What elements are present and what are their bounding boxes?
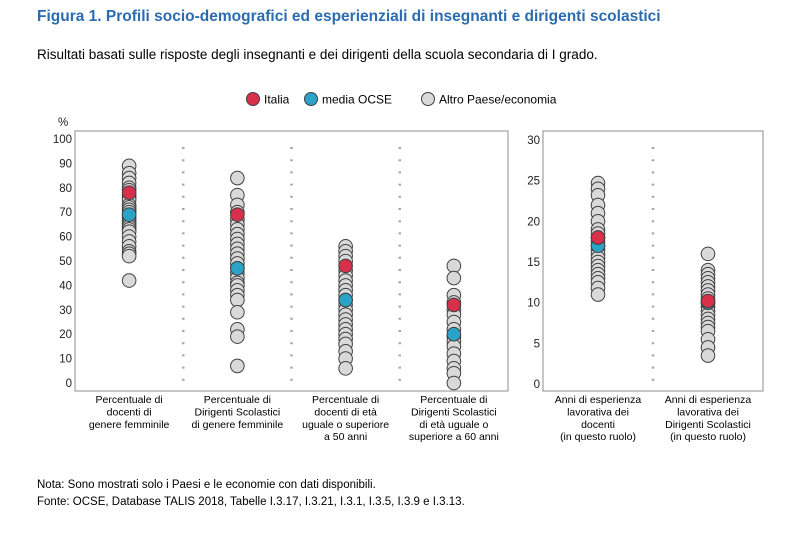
data-point-italia (446, 297, 462, 313)
data-point-altro (121, 273, 137, 288)
data-point-ocse (338, 292, 353, 308)
category-label-line: genere femminile (89, 419, 170, 431)
data-point-altro (230, 170, 245, 186)
category-label-line: di genere femminile (192, 419, 284, 431)
category-label-line: (in questo ruolo) (560, 431, 636, 443)
data-point-altro (700, 348, 716, 363)
y-tick-label: 70 (59, 207, 72, 219)
y-tick-label: 0 (534, 379, 540, 391)
y-tick-label: 10 (59, 354, 72, 366)
data-point-altro (446, 375, 462, 391)
data-point-italia (230, 207, 245, 222)
y-tick-label: 30 (59, 305, 72, 317)
category-label: Anni di esperienza lavorativa dei Dirigent… (665, 394, 752, 443)
legend-label-ocse: media OCSE (322, 93, 392, 107)
y-tick-label: 50 (59, 256, 72, 268)
category-label-line: Percentuale di (420, 394, 487, 406)
data-point-altro (230, 358, 245, 374)
category-label: Anni di esperienza lavorativa dei docenti(… (555, 394, 642, 443)
data-point-ocse (230, 261, 245, 276)
data-point-altro (590, 287, 606, 302)
data-point-italia (700, 293, 716, 309)
source-text: Fonte: OCSE, Database TALIS 2018, Tabell… (37, 496, 465, 508)
category-label: Percentuale di Dirigenti Scolastici di gen… (192, 394, 284, 431)
data-point-altro (230, 292, 245, 308)
figure-title: Figura 1. Profili socio-demografici ed e… (37, 8, 661, 25)
category-label: Percentuale di Dirigenti Scolastici di età… (409, 394, 499, 443)
category-label-line: (in questo ruolo) (670, 431, 746, 443)
y-tick-label: 10 (527, 298, 540, 310)
chart-legend: Italia media OCSE Altro Paese/economia (246, 92, 557, 107)
category-label-line: Percentuale di (96, 394, 163, 406)
category-label-line: lavorativa dei (567, 406, 629, 418)
y-tick-label: 100 (53, 134, 72, 146)
category-label-line: a 50 anni (324, 431, 367, 443)
data-point-ocse (446, 326, 462, 342)
data-point-altro (446, 258, 462, 274)
category-label-line: uguale o superiore (302, 419, 389, 431)
y-tick-label: 25 (527, 176, 540, 188)
legend-marker-ocse (304, 92, 318, 106)
y-tick-label: 90 (59, 158, 72, 170)
category-label-line: Percentuale di (312, 394, 379, 406)
legend-marker-altro (421, 92, 435, 106)
y-tick-label: 15 (527, 257, 540, 269)
y-tick-label: 20 (527, 216, 540, 228)
category-label-line: Anni di esperienza (555, 394, 642, 406)
y-tick-label: 40 (59, 280, 72, 292)
category-label-line: docenti di (107, 406, 152, 418)
y-tick-label: 60 (59, 232, 72, 244)
plot-frame (542, 130, 764, 392)
data-point-italia (590, 230, 606, 245)
figure-subtitle: Risultati basati sulle risposte degli in… (37, 47, 598, 62)
data-point-altro (230, 329, 245, 344)
legend-marker-italia (246, 92, 260, 106)
legend-label-italia: Italia (264, 93, 290, 107)
y-tick-label: 0 (66, 378, 72, 390)
category-label-line: Anni di esperienza (665, 394, 752, 406)
data-point-ocse (121, 207, 137, 222)
category-label-line: lavorativa dei (677, 406, 739, 418)
y-tick-label: 5 (534, 338, 540, 350)
category-label-line: Dirigenti Scolastici (194, 406, 280, 418)
y-tick-label: 30 (527, 135, 540, 147)
category-label: Percentuale di docenti di genere femminile (89, 394, 170, 431)
data-point-altro (338, 361, 353, 376)
data-point-altro (700, 246, 716, 262)
y-tick-label: 80 (59, 183, 72, 195)
category-label-line: di età uguale o (419, 419, 488, 431)
plot-frame (74, 130, 509, 392)
category-label-line: docenti (581, 419, 615, 431)
data-point-altro (121, 248, 137, 264)
category-label-line: Dirigenti Scolastici (665, 419, 751, 431)
data-point-altro (446, 270, 462, 286)
y-tick-label: 20 (59, 329, 72, 341)
category-label-line: superiore a 60 anni (409, 431, 499, 443)
data-point-altro (230, 304, 245, 320)
category-label-line: Percentuale di (204, 394, 271, 406)
category-label-line: docenti di età (314, 406, 377, 418)
y-unit-label: % (58, 117, 68, 129)
data-point-italia (121, 185, 137, 200)
figure-notes: Nota: Sono mostrati solo i Paesi e le ec… (37, 477, 465, 511)
category-label-line: Dirigenti Scolastici (411, 406, 497, 418)
data-point-italia (338, 258, 353, 274)
category-label: Percentuale di docenti di età uguale o sup… (302, 394, 389, 443)
legend-label-altro: Altro Paese/economia (439, 93, 557, 107)
note-text: Nota: Sono mostrati solo i Paesi e le ec… (37, 479, 376, 491)
